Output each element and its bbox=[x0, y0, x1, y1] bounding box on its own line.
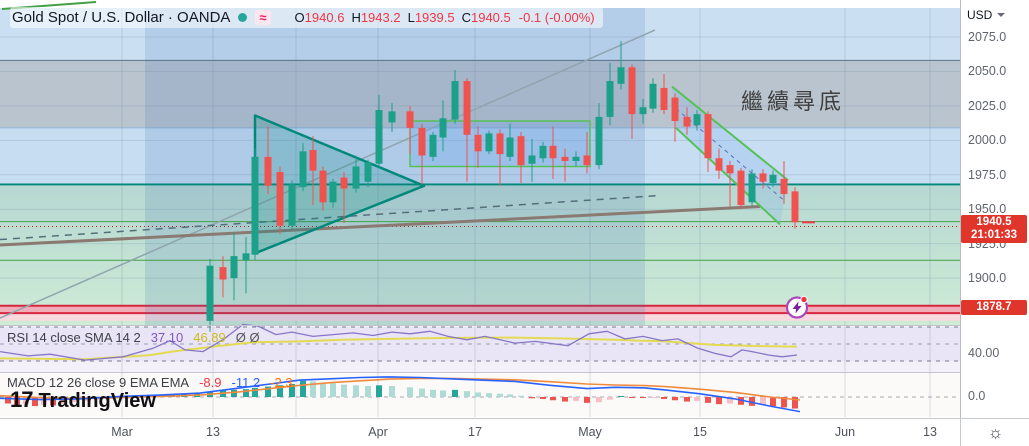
indicator-tick-label: 40.00 bbox=[968, 345, 1000, 360]
rsi-value: 37.10 bbox=[150, 330, 184, 345]
time-tick-label: Apr bbox=[368, 425, 388, 439]
time-tick-label: 15 bbox=[693, 425, 707, 439]
low-value: 1939.5 bbox=[414, 10, 455, 25]
price-tick-label: 1900.0 bbox=[968, 271, 1007, 286]
price-tick-label: 1975.0 bbox=[968, 167, 1007, 182]
axis-corner[interactable]: ☼ bbox=[960, 419, 1029, 446]
market-status-dot-icon bbox=[238, 13, 248, 22]
ohlc-values: O1940.6 H1943.2 L1939.5 C1940.5 bbox=[295, 10, 511, 25]
price-axis[interactable] bbox=[960, 0, 1029, 418]
rsi-hidden-values: Ø Ø bbox=[235, 330, 260, 345]
time-tick-label: May bbox=[578, 425, 602, 439]
price-tick-label: 1950.0 bbox=[968, 202, 1007, 217]
change-value: -0.1 (-0.00%) bbox=[518, 10, 595, 25]
tradingview-logo[interactable]: 17 TradingView bbox=[10, 387, 156, 413]
delayed-data-icon[interactable]: ≈ bbox=[255, 10, 271, 25]
open-value: 1940.6 bbox=[304, 10, 345, 25]
macd-title[interactable]: MACD 12 26 close 9 EMA EMA bbox=[7, 375, 190, 390]
time-tick-label: 13 bbox=[206, 425, 220, 439]
low-label: L bbox=[407, 10, 415, 25]
rsi-title[interactable]: RSI 14 close SMA 14 2 bbox=[7, 330, 141, 345]
indicator-tick-label: 0.0 bbox=[968, 389, 986, 403]
symbol-header: Gold Spot / U.S. Dollar · OANDA ≈ O1940.… bbox=[10, 7, 603, 28]
macd-signal-value: -2.3 bbox=[270, 375, 293, 390]
last-price-value: 1940.5 bbox=[976, 216, 1012, 228]
alert-price-value: 1878.7 bbox=[976, 301, 1012, 313]
tradingview-logo-mark: 17 bbox=[10, 387, 34, 412]
text-annotation[interactable]: 繼續尋底 bbox=[741, 89, 846, 114]
time-tick-label: Jun bbox=[834, 425, 856, 439]
currency-selector[interactable]: USD bbox=[967, 8, 1006, 22]
rsi-legend: RSI 14 close SMA 14 2 37.10 46.89 Ø Ø bbox=[7, 330, 260, 345]
high-value: 1943.2 bbox=[360, 10, 401, 25]
time-tick-label: 13 bbox=[923, 425, 937, 439]
symbol-title[interactable]: Gold Spot / U.S. Dollar · OANDA bbox=[12, 9, 231, 26]
close-value: 1940.5 bbox=[470, 10, 511, 25]
price-tick-label: 2000.0 bbox=[968, 133, 1007, 148]
time-axis[interactable] bbox=[0, 418, 1029, 446]
currency-label: USD bbox=[967, 8, 993, 22]
open-label: O bbox=[294, 10, 305, 25]
tradingview-logo-word: TradingView bbox=[38, 390, 156, 412]
price-tick-label: 2050.0 bbox=[968, 64, 1007, 79]
sun-icon[interactable]: ☼ bbox=[987, 422, 1004, 442]
countdown-timer: 21:01:33 bbox=[970, 229, 1018, 241]
last-price-badge: 1940.5 21:01:33 bbox=[961, 215, 1027, 243]
chevron-down-icon bbox=[997, 13, 1006, 17]
macd-line-value: -11.2 bbox=[231, 375, 261, 390]
lightning-alert-icon[interactable] bbox=[785, 295, 809, 319]
high-label: H bbox=[351, 10, 361, 25]
macd-legend: MACD 12 26 close 9 EMA EMA -8.9 -11.2 -2… bbox=[7, 375, 293, 390]
price-tick-label: 2025.0 bbox=[968, 98, 1007, 113]
rsi-sma-value: 46.89 bbox=[193, 330, 226, 345]
close-label: C bbox=[461, 10, 471, 25]
time-tick-label: Mar bbox=[111, 425, 133, 439]
price-tick-label: 2075.0 bbox=[968, 29, 1007, 44]
time-tick-label: 17 bbox=[468, 425, 482, 439]
alert-price-badge: 1878.7 bbox=[961, 300, 1027, 315]
macd-hist-value: -8.9 bbox=[199, 375, 222, 390]
